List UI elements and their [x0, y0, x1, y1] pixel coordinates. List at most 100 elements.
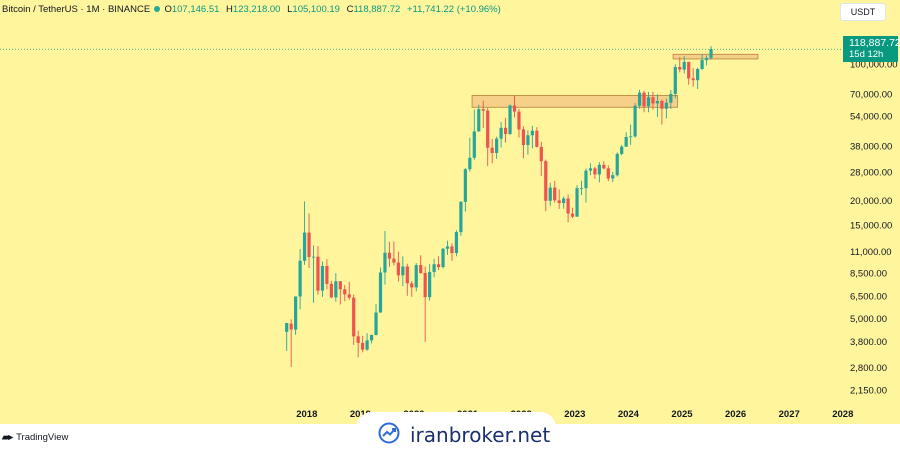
candle-body	[405, 266, 409, 284]
candle	[329, 280, 333, 299]
candle	[544, 159, 548, 212]
candle	[316, 246, 320, 295]
candle-body	[620, 146, 624, 154]
market-status-icon	[153, 6, 160, 13]
candle-body	[655, 100, 660, 104]
x-axis-tick-label: 2028	[832, 409, 853, 420]
candle	[588, 163, 593, 176]
low-label: L	[287, 4, 293, 15]
candle-body	[696, 69, 700, 81]
candle	[383, 231, 387, 285]
candle	[682, 56, 686, 74]
candle-body	[512, 105, 517, 112]
candle	[320, 261, 325, 297]
candle-body	[530, 130, 534, 136]
candle	[655, 94, 660, 118]
candle	[441, 247, 445, 269]
candle-body	[579, 188, 584, 189]
candle	[356, 330, 360, 358]
candle-body	[535, 130, 539, 147]
change-value: +11,741.22 (+10.96%)	[406, 4, 501, 15]
symbol-title[interactable]: Bitcoin / TetherUS · 1M · BINANCE	[2, 4, 151, 15]
candle	[374, 304, 378, 336]
candle	[646, 91, 651, 113]
candle	[428, 264, 432, 301]
candle-body	[633, 105, 637, 137]
candle	[508, 104, 512, 136]
candle	[361, 335, 365, 353]
resistance-zone-1	[471, 95, 678, 108]
candle-body	[320, 266, 325, 291]
candle	[629, 124, 633, 145]
x-axis-tick-label: 2023	[564, 409, 585, 420]
candle-body	[669, 93, 673, 103]
candle	[352, 294, 356, 345]
candle	[463, 168, 467, 212]
candle	[481, 100, 485, 129]
candle-body	[383, 252, 387, 273]
candle	[709, 46, 713, 60]
candle	[691, 68, 695, 87]
candle-countdown: 15d 12h	[849, 49, 884, 60]
candle-body	[463, 169, 467, 202]
y-axis-tick-label: 100,000.00	[850, 59, 898, 70]
candle	[673, 64, 677, 99]
candle	[495, 136, 499, 159]
y-axis-tick-label: 6,500.00	[850, 291, 887, 302]
candle	[557, 189, 561, 209]
candle	[294, 296, 298, 335]
currency-button[interactable]: USDT	[840, 3, 886, 21]
candle-body	[419, 265, 423, 273]
candle	[477, 104, 481, 132]
candle	[414, 263, 418, 292]
candle	[459, 201, 463, 236]
candle	[334, 273, 338, 302]
candle	[454, 230, 459, 257]
candle	[365, 333, 369, 351]
candle-body	[307, 232, 311, 258]
candle-body	[316, 256, 320, 291]
candle-body	[325, 266, 329, 284]
candle	[553, 180, 557, 203]
candle-body	[508, 105, 512, 134]
candle	[633, 103, 637, 138]
candle-body	[378, 272, 383, 313]
candle	[419, 255, 423, 274]
x-axis-tick-label: 2026	[725, 409, 746, 420]
candle-body	[298, 260, 302, 297]
candle-body	[436, 264, 441, 268]
candle-body	[361, 342, 365, 350]
candle	[490, 138, 494, 164]
candle	[637, 89, 642, 109]
candle	[579, 180, 584, 196]
candle-body	[387, 252, 392, 259]
candle	[503, 117, 508, 143]
candle-body	[477, 109, 481, 132]
candle-body	[441, 248, 445, 268]
candle-body	[459, 201, 463, 233]
candle	[700, 54, 704, 70]
candle	[468, 137, 472, 172]
candle-body	[562, 198, 566, 204]
candle-body	[285, 323, 289, 332]
candle-body	[521, 129, 526, 146]
x-axis-tick-label: 2018	[296, 409, 317, 420]
candle	[678, 57, 682, 73]
candle-body	[356, 336, 360, 343]
candle-body	[704, 58, 709, 61]
candle-body	[454, 232, 459, 254]
candle	[669, 89, 673, 109]
candle	[620, 145, 624, 156]
candle-body	[410, 283, 414, 288]
candle-body	[352, 297, 356, 337]
candle-body	[575, 188, 579, 217]
candle-body	[678, 67, 682, 70]
tradingview-logo[interactable]: ▰▸ TradingView	[2, 432, 68, 443]
last-price-tag: 118,887.72 15d 12h	[843, 36, 900, 62]
candle-body	[396, 262, 400, 276]
y-axis-tick-label: 5,000.00	[850, 314, 887, 325]
y-axis-tick-label: 20,000.00	[850, 196, 892, 207]
candle	[704, 55, 709, 66]
